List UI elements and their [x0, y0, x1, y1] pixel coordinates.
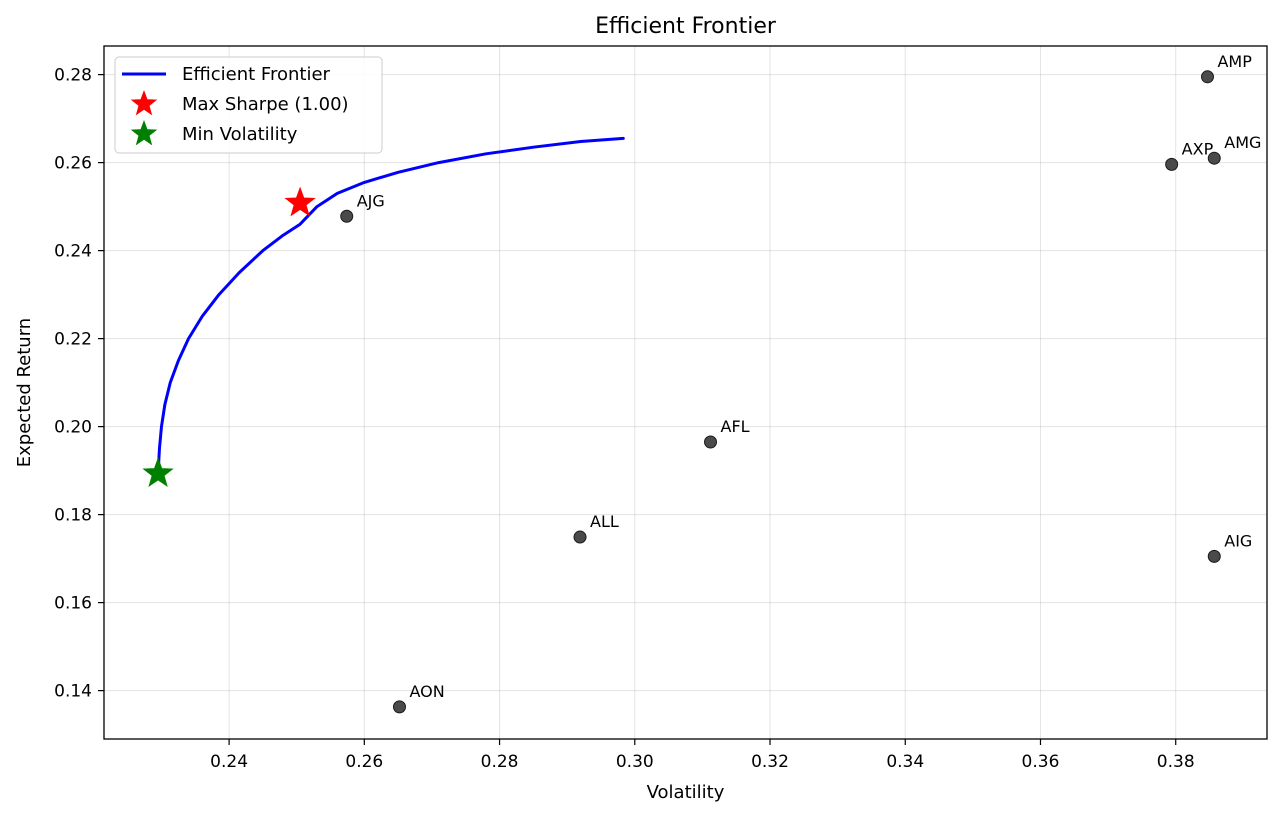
legend: Efficient Frontier Max Sharpe (1.00) Min V…	[114, 56, 383, 154]
x-tick-label: 0.36	[1022, 752, 1060, 772]
chart-title: Efficient Frontier	[595, 14, 777, 39]
y-tick-label: 0.22	[54, 330, 92, 350]
plot-frame	[103, 45, 1268, 740]
y-tick-label: 0.26	[54, 154, 92, 174]
x-axis-label: Volatility	[647, 782, 725, 803]
asset-label: ALL	[590, 512, 619, 531]
plot-area: AMP AXP AMG AJG AFL ALL AIG AON	[142, 52, 1261, 714]
asset-point	[704, 435, 718, 449]
min-volatility-star	[142, 457, 174, 488]
x-tick-label: 0.28	[481, 752, 519, 772]
legend-max-sharpe-icon	[130, 90, 158, 116]
x-tick-label: 0.32	[751, 752, 789, 772]
legend-max-sharpe-label: Max Sharpe (1.00)	[182, 94, 349, 115]
asset-label: AIG	[1224, 531, 1252, 550]
legend-frontier-label: Efficient Frontier	[182, 64, 331, 85]
asset-point	[1207, 151, 1221, 165]
asset-point	[1200, 70, 1214, 84]
x-tick-label: 0.26	[345, 752, 383, 772]
asset-point	[340, 209, 354, 223]
y-tick-label: 0.24	[54, 242, 92, 262]
max-sharpe-star	[284, 186, 316, 217]
x-tick-label: 0.24	[210, 752, 248, 772]
axes: 0.24 0.26 0.28 0.30 0.32 0.34 0.36 0.38 0.14 0.16…	[54, 66, 1195, 772]
asset-label: AON	[409, 682, 444, 701]
asset-point	[1207, 549, 1221, 563]
y-tick-label: 0.18	[54, 506, 92, 526]
asset-label: AXP	[1182, 139, 1214, 158]
asset-label: AMG	[1224, 133, 1261, 152]
asset-point	[1165, 157, 1179, 171]
x-tick-label: 0.30	[616, 752, 654, 772]
asset-label: AJG	[357, 191, 385, 210]
asset-point	[392, 700, 406, 714]
asset-label: AFL	[721, 417, 750, 436]
asset-point	[573, 530, 587, 544]
grid	[104, 46, 1267, 739]
legend-min-volatility-label: Min Volatility	[182, 124, 298, 145]
legend-min-volatility-icon	[130, 120, 158, 146]
efficient-frontier-line	[156, 136, 625, 476]
legend-box	[114, 56, 383, 154]
x-tick-label: 0.34	[886, 752, 924, 772]
y-tick-label: 0.28	[54, 66, 92, 86]
y-tick-label: 0.20	[54, 418, 92, 438]
y-tick-label: 0.14	[54, 682, 92, 702]
x-tick-label: 0.38	[1157, 752, 1195, 772]
y-axis-label: Expected Return	[14, 318, 35, 467]
y-tick-label: 0.16	[54, 594, 92, 614]
asset-label: AMP	[1217, 52, 1252, 71]
